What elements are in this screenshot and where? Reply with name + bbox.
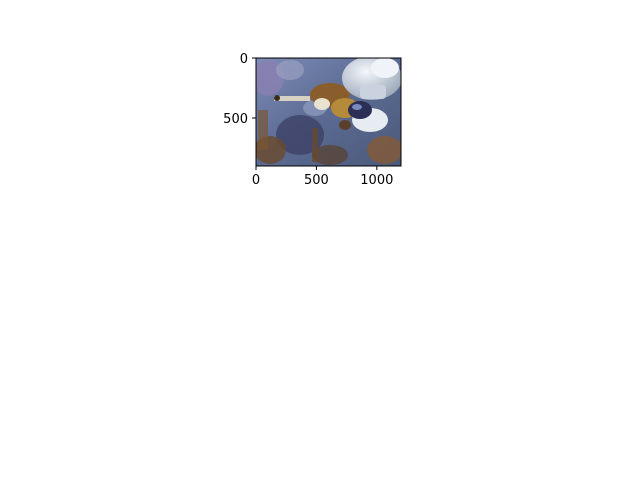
x-tick-label: 1000 bbox=[360, 173, 393, 188]
astronaut-tool bbox=[274, 95, 280, 101]
astronaut-tool bbox=[274, 96, 310, 101]
y-tick-label: 500 bbox=[223, 112, 248, 127]
astronaut-visor bbox=[352, 104, 362, 110]
image-blur-patch bbox=[312, 128, 318, 162]
astronaut-equipment bbox=[339, 120, 351, 130]
image-blur-patch bbox=[276, 60, 304, 80]
y-axis: 0 500 bbox=[223, 52, 256, 127]
astronaut-suit bbox=[360, 85, 386, 99]
x-axis: 0 500 1000 bbox=[252, 166, 393, 188]
image-blur-patch bbox=[258, 110, 268, 150]
x-tick-label: 500 bbox=[304, 173, 329, 188]
image-blur-patch bbox=[312, 145, 348, 165]
image-panel bbox=[256, 58, 401, 166]
astronaut-visor bbox=[348, 101, 372, 119]
y-tick-label: 0 bbox=[240, 52, 248, 67]
image-blur-patch bbox=[367, 136, 401, 164]
astronaut-suit bbox=[371, 58, 399, 78]
astronaut-equipment bbox=[314, 98, 330, 110]
x-tick-label: 0 bbox=[252, 173, 260, 188]
plot-frame bbox=[255, 57, 402, 167]
